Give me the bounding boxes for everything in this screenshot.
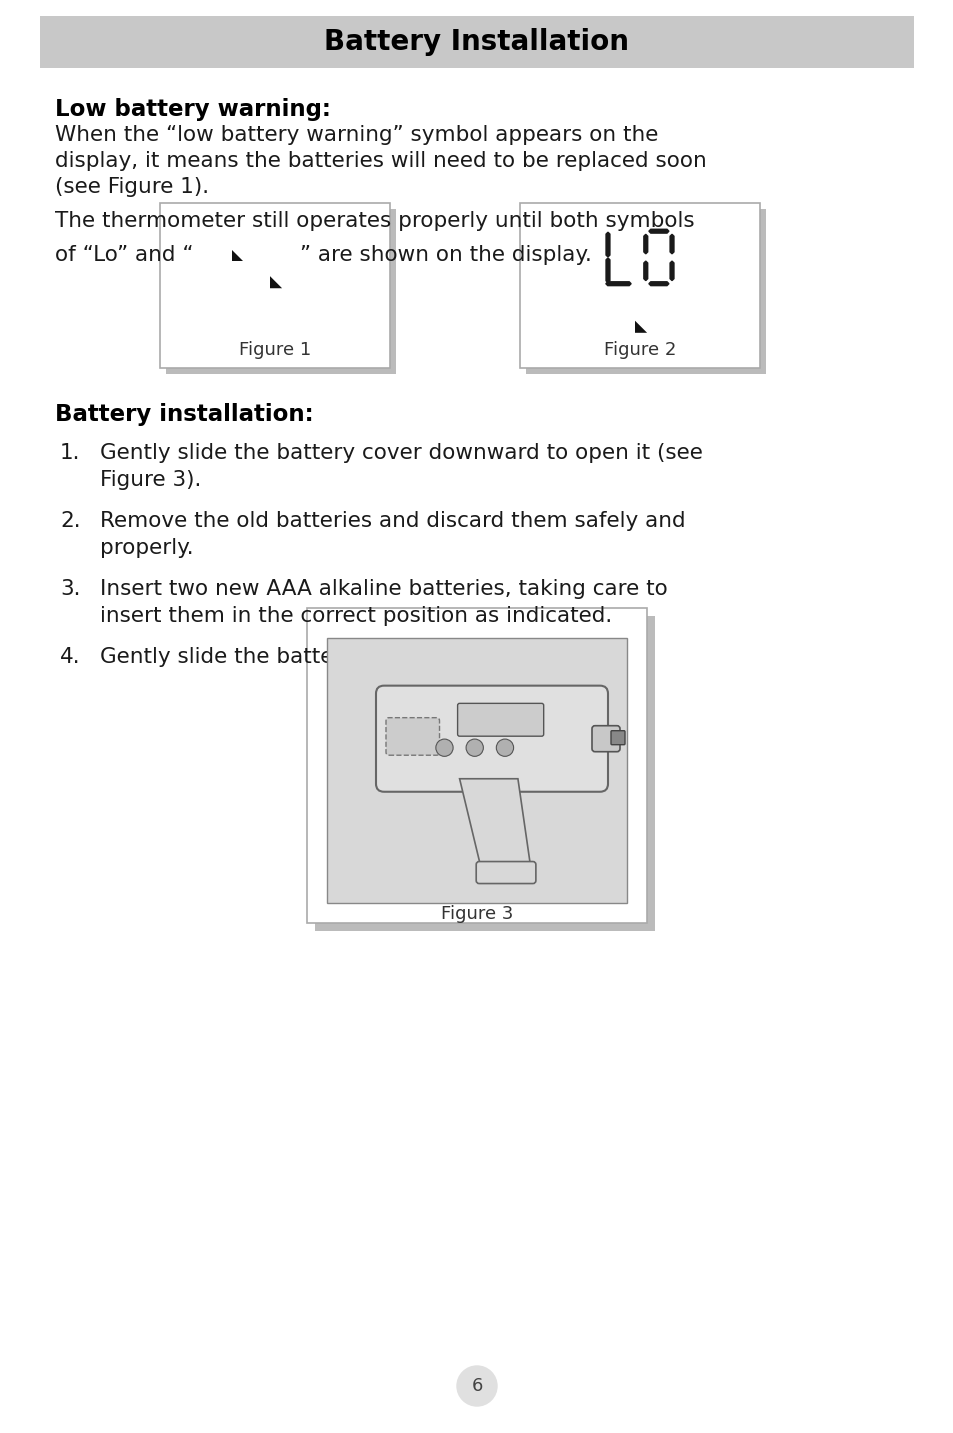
Text: properly.: properly. bbox=[100, 537, 193, 557]
Polygon shape bbox=[270, 277, 282, 288]
Text: Battery installation:: Battery installation: bbox=[55, 403, 314, 426]
FancyBboxPatch shape bbox=[339, 272, 344, 282]
Text: ” are shown on the display.: ” are shown on the display. bbox=[299, 245, 591, 265]
FancyBboxPatch shape bbox=[704, 317, 708, 327]
Text: Gently slide the battery cover downward to open it (see: Gently slide the battery cover downward … bbox=[100, 443, 702, 463]
Circle shape bbox=[456, 1366, 497, 1406]
FancyBboxPatch shape bbox=[294, 246, 297, 257]
Text: of “Lo” and “: of “Lo” and “ bbox=[55, 245, 193, 265]
Text: Figure 3: Figure 3 bbox=[440, 906, 513, 923]
Text: The thermometer still operates properly until both symbols: The thermometer still operates properly … bbox=[55, 211, 694, 231]
Text: Insert two new AAA alkaline batteries, taking care to: Insert two new AAA alkaline batteries, t… bbox=[100, 579, 667, 599]
Text: 6: 6 bbox=[471, 1377, 482, 1394]
Polygon shape bbox=[648, 229, 669, 234]
Text: insert them in the correct position as indicated.: insert them in the correct position as i… bbox=[100, 606, 612, 626]
FancyBboxPatch shape bbox=[327, 638, 626, 903]
Text: Figure 2: Figure 2 bbox=[603, 341, 676, 360]
Polygon shape bbox=[605, 258, 610, 284]
FancyBboxPatch shape bbox=[457, 704, 543, 737]
Text: Low battery warning:: Low battery warning: bbox=[55, 97, 331, 120]
Text: Figure 3).: Figure 3). bbox=[100, 470, 201, 490]
Text: Figure 1: Figure 1 bbox=[238, 341, 311, 360]
Polygon shape bbox=[605, 281, 631, 287]
Polygon shape bbox=[642, 234, 648, 254]
FancyBboxPatch shape bbox=[386, 718, 439, 755]
Circle shape bbox=[466, 739, 483, 757]
Polygon shape bbox=[459, 778, 530, 868]
Circle shape bbox=[496, 739, 513, 757]
Text: (see Figure 1).: (see Figure 1). bbox=[55, 178, 209, 196]
FancyBboxPatch shape bbox=[166, 209, 395, 374]
Text: Gently slide the battery cover back into position.: Gently slide the battery cover back into… bbox=[100, 648, 626, 666]
Polygon shape bbox=[669, 234, 674, 254]
Text: 2.: 2. bbox=[60, 512, 81, 532]
Text: When the “low battery warning” symbol appears on the: When the “low battery warning” symbol ap… bbox=[55, 125, 658, 145]
FancyBboxPatch shape bbox=[375, 685, 607, 792]
Polygon shape bbox=[232, 249, 243, 261]
Circle shape bbox=[436, 739, 453, 757]
Text: Remove the old batteries and discard them safely and: Remove the old batteries and discard the… bbox=[100, 512, 685, 532]
FancyBboxPatch shape bbox=[592, 725, 619, 752]
Polygon shape bbox=[648, 281, 669, 287]
FancyBboxPatch shape bbox=[307, 608, 646, 923]
FancyBboxPatch shape bbox=[40, 16, 913, 67]
FancyBboxPatch shape bbox=[476, 861, 536, 884]
Polygon shape bbox=[605, 232, 610, 258]
FancyBboxPatch shape bbox=[314, 616, 655, 931]
Polygon shape bbox=[669, 261, 674, 281]
Polygon shape bbox=[642, 261, 648, 281]
FancyBboxPatch shape bbox=[525, 209, 765, 374]
FancyBboxPatch shape bbox=[160, 203, 390, 368]
FancyBboxPatch shape bbox=[519, 203, 760, 368]
Text: 4.: 4. bbox=[60, 648, 81, 666]
FancyBboxPatch shape bbox=[610, 731, 624, 745]
Text: display, it means the batteries will need to be replaced soon: display, it means the batteries will nee… bbox=[55, 150, 706, 171]
Text: 3.: 3. bbox=[60, 579, 80, 599]
Text: Battery Installation: Battery Installation bbox=[324, 29, 629, 56]
Polygon shape bbox=[635, 321, 646, 332]
Text: 1.: 1. bbox=[60, 443, 80, 463]
